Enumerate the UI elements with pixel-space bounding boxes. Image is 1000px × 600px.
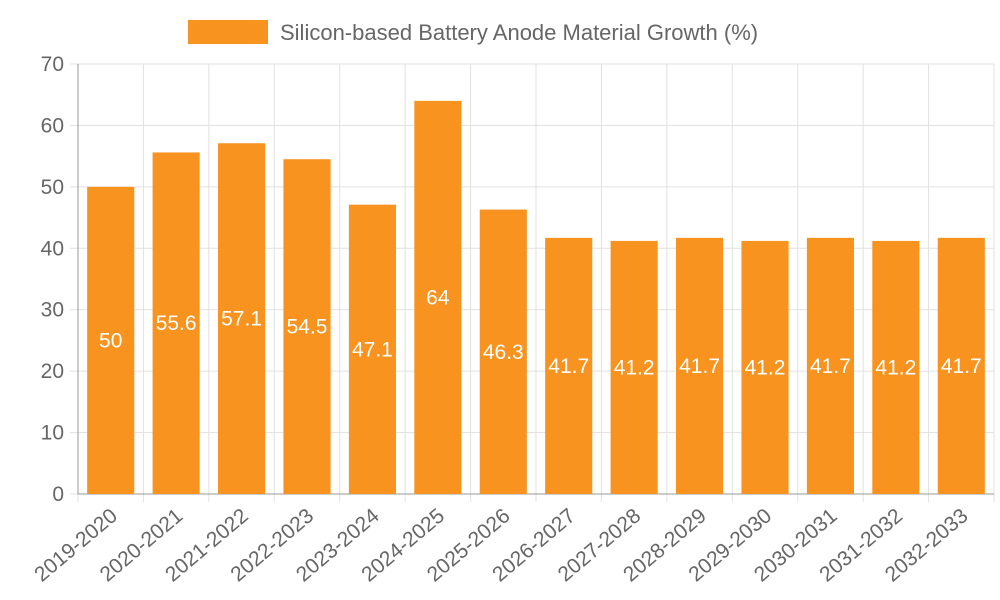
bar[interactable] — [479, 209, 527, 495]
bar[interactable] — [414, 100, 462, 494]
bar-value-label: 55.6 — [156, 312, 197, 335]
bar[interactable] — [218, 143, 266, 494]
y-axis-ticks: 0 10 20 30 40 50 60 70 — [41, 53, 64, 506]
bar-value-label: 41.2 — [875, 356, 916, 379]
gridlines — [70, 63, 995, 502]
y-tick-label: 70 — [41, 53, 64, 76]
bar-value-label: 50 — [99, 329, 122, 352]
y-tick-label: 0 — [52, 483, 64, 506]
bar[interactable] — [610, 240, 658, 494]
legend[interactable]: Silicon-based Battery Anode Material Gro… — [188, 20, 758, 45]
bar-value-label: 41.2 — [614, 356, 655, 379]
bar[interactable] — [348, 204, 396, 494]
bar-value-label: 54.5 — [287, 316, 328, 339]
bar[interactable] — [545, 237, 593, 495]
bars — [87, 100, 985, 495]
bar-value-label: 57.1 — [221, 308, 262, 331]
bar[interactable] — [676, 237, 724, 495]
y-tick-label: 30 — [41, 299, 64, 322]
y-tick-label: 10 — [41, 422, 64, 445]
y-tick-label: 50 — [41, 176, 64, 199]
legend-label: Silicon-based Battery Anode Material Gro… — [280, 20, 758, 45]
bar-value-label: 46.3 — [483, 341, 524, 364]
bar-value-label: 64 — [426, 286, 450, 309]
bar-value-label: 41.7 — [810, 355, 851, 378]
data-labels: 50 55.6 57.1 54.5 47.1 64 46.3 41.7 41.2 41.7 41.2… — [99, 286, 982, 379]
bar[interactable] — [806, 237, 854, 495]
bar-value-label: 41.7 — [679, 355, 720, 378]
bar[interactable] — [152, 152, 200, 494]
bar-value-label: 47.1 — [352, 338, 393, 361]
bar[interactable] — [87, 186, 135, 494]
bar[interactable] — [741, 240, 789, 494]
bar-value-label: 41.7 — [941, 355, 982, 378]
y-tick-label: 60 — [41, 114, 64, 137]
y-tick-label: 40 — [41, 237, 64, 260]
y-tick-label: 20 — [41, 360, 64, 383]
x-axis-ticks: 2019-20202020-20212021-20222022-20232023… — [30, 504, 972, 586]
bar[interactable] — [937, 237, 985, 495]
legend-swatch — [188, 20, 268, 44]
bar-value-label: 41.2 — [745, 356, 786, 379]
bar[interactable] — [872, 240, 920, 494]
bar[interactable] — [283, 159, 331, 494]
bar-value-label: 41.7 — [548, 355, 589, 378]
